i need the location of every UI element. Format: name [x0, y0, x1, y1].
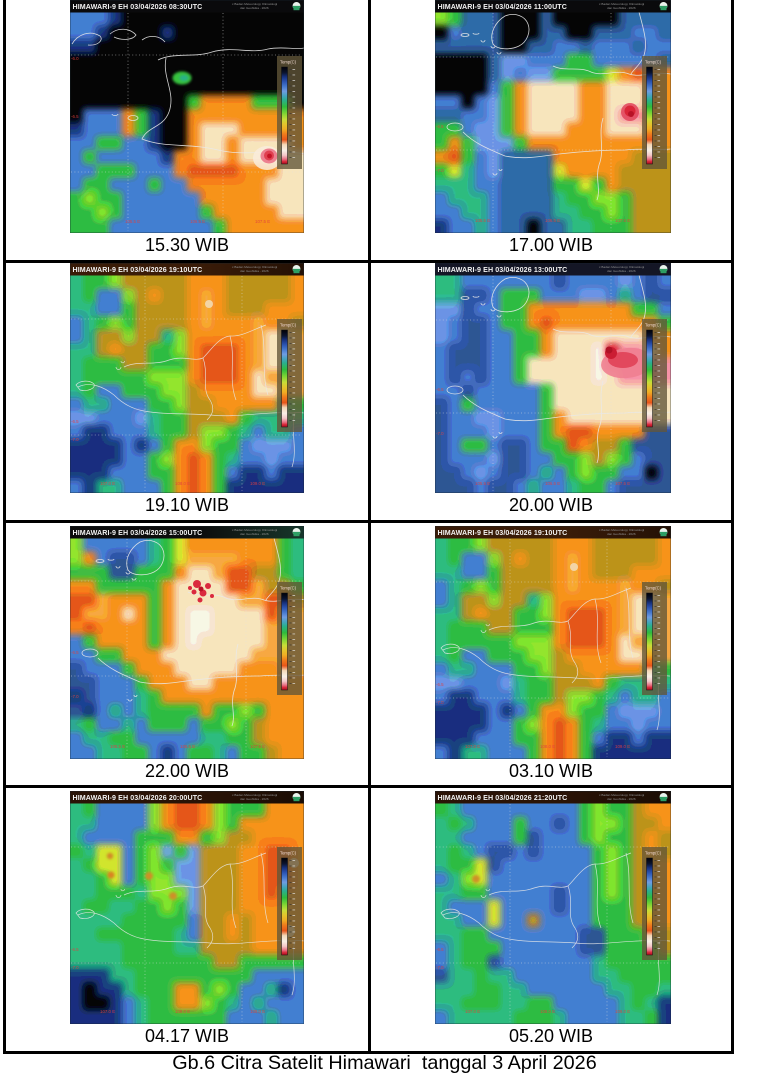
- svg-text:Temp(C): Temp(C): [645, 60, 662, 65]
- svg-text:Temp(C): Temp(C): [280, 60, 297, 65]
- svg-text:105.5 E: 105.5 E: [475, 218, 490, 223]
- svg-text:c Badan Meteorologi, Klimatolo: c Badan Meteorologi, Klimatologi: [232, 793, 278, 797]
- svg-text:-7.0: -7.0: [436, 431, 444, 436]
- svg-text:c Badan Meteorologi, Klimatolo: c Badan Meteorologi, Klimatologi: [232, 528, 278, 532]
- svg-text:105.5 E: 105.5 E: [475, 481, 490, 486]
- svg-text:c Badan Meteorologi, Klimatolo: c Badan Meteorologi, Klimatologi: [599, 265, 645, 269]
- svg-text:106.5 E: 106.5 E: [180, 744, 195, 749]
- svg-text:Temp(C): Temp(C): [280, 586, 297, 591]
- svg-text:107.5 E: 107.5 E: [615, 218, 630, 223]
- svg-text:c Badan Meteorologi, Klimatolo: c Badan Meteorologi, Klimatologi: [599, 793, 645, 797]
- svg-text:HIMAWARI-9 EH 03/04/2026 19:: HIMAWARI-9 EH 03/04/2026 19:10UTC: [438, 529, 568, 537]
- svg-text:108.0 E: 108.0 E: [540, 744, 555, 749]
- svg-text:-7.0: -7.0: [436, 965, 444, 970]
- svg-text:Temp(C): Temp(C): [280, 323, 297, 328]
- svg-text:dan Geofisika - 2026: dan Geofisika - 2026: [240, 532, 269, 536]
- svg-text:HIMAWARI-9 EH 03/04/2026 08:: HIMAWARI-9 EH 03/04/2026 08:30UTC: [73, 3, 203, 11]
- svg-text:HIMAWARI-9 EH 03/04/2026 19:: HIMAWARI-9 EH 03/04/2026 19:10UTC: [73, 266, 203, 274]
- svg-text:Temp(C): Temp(C): [645, 586, 662, 591]
- svg-text:-6.5: -6.5: [71, 947, 79, 952]
- svg-text:-7.0: -7.0: [71, 965, 79, 970]
- svg-text:107.5 E: 107.5 E: [255, 219, 270, 224]
- svg-text:108.0 E: 108.0 E: [175, 1009, 190, 1014]
- svg-text:109.0 E: 109.0 E: [615, 1009, 630, 1014]
- svg-text:dan Geofisika - 2026: dan Geofisika - 2026: [240, 269, 269, 273]
- svg-text:109.0 E: 109.0 E: [250, 1009, 265, 1014]
- svg-text:-6.5: -6.5: [436, 124, 444, 129]
- svg-text:105.5 E: 105.5 E: [110, 744, 125, 749]
- svg-text:106.5 E: 106.5 E: [545, 218, 560, 223]
- svg-text:Temp(C): Temp(C): [280, 851, 297, 856]
- svg-text:109.0 E: 109.0 E: [250, 481, 265, 486]
- svg-text:-6.5: -6.5: [71, 650, 79, 655]
- svg-text:108.0 E: 108.0 E: [540, 1009, 555, 1014]
- svg-text:-7.0: -7.0: [71, 694, 79, 699]
- svg-text:105.5 E: 105.5 E: [125, 219, 140, 224]
- svg-text:108.0 E: 108.0 E: [175, 481, 190, 486]
- svg-text:HIMAWARI-9 EH 03/04/2026 20:: HIMAWARI-9 EH 03/04/2026 20:00UTC: [73, 794, 203, 802]
- svg-text:107.0 E: 107.0 E: [465, 1009, 480, 1014]
- svg-text:dan Geofisika - 2026: dan Geofisika - 2026: [240, 797, 269, 801]
- svg-text:Temp(C): Temp(C): [645, 851, 662, 856]
- svg-text:dan Geofisika - 2026: dan Geofisika - 2026: [607, 797, 636, 801]
- svg-text:107.0 E: 107.0 E: [100, 481, 115, 486]
- svg-text:HIMAWARI-9 EH 03/04/2026 13:: HIMAWARI-9 EH 03/04/2026 13:00UTC: [438, 266, 568, 274]
- svg-text:-6.5: -6.5: [436, 682, 444, 687]
- svg-text:107.5 E: 107.5 E: [250, 744, 265, 749]
- svg-text:HIMAWARI-9 EH 03/04/2026 21:: HIMAWARI-9 EH 03/04/2026 21:20UTC: [438, 794, 568, 802]
- svg-text:-6.5: -6.5: [436, 947, 444, 952]
- svg-text:-6.5: -6.5: [436, 387, 444, 392]
- svg-text:-7.0: -7.0: [71, 437, 79, 442]
- svg-text:HIMAWARI-9 EH 03/04/2026 15:: HIMAWARI-9 EH 03/04/2026 15:00UTC: [73, 529, 203, 537]
- svg-text:c Badan Meteorologi, Klimatolo: c Badan Meteorologi, Klimatologi: [599, 2, 645, 6]
- svg-text:-6.5: -6.5: [71, 114, 79, 119]
- svg-text:-7.0: -7.0: [436, 700, 444, 705]
- svg-text:c Badan Meteorologi, Klimatolo: c Badan Meteorologi, Klimatologi: [232, 265, 278, 269]
- svg-text:-7.0: -7.0: [436, 168, 444, 173]
- svg-text:107.0 E: 107.0 E: [100, 1009, 115, 1014]
- svg-text:Temp(C): Temp(C): [645, 323, 662, 328]
- svg-text:106.5 E: 106.5 E: [545, 481, 560, 486]
- svg-text:109.0 E: 109.0 E: [615, 744, 630, 749]
- svg-text:-6.5: -6.5: [71, 419, 79, 424]
- svg-text:107.5 E: 107.5 E: [615, 481, 630, 486]
- svg-text:c Badan Meteorologi, Klimatolo: c Badan Meteorologi, Klimatologi: [599, 528, 645, 532]
- svg-text:dan Geofisika - 2026: dan Geofisika - 2026: [607, 269, 636, 273]
- svg-text:107.0 E: 107.0 E: [465, 744, 480, 749]
- svg-text:dan Geofisika - 2026: dan Geofisika - 2026: [240, 6, 269, 10]
- svg-text:dan Geofisika - 2026: dan Geofisika - 2026: [607, 532, 636, 536]
- svg-text:106.5 E: 106.5 E: [190, 219, 205, 224]
- svg-text:-6.0: -6.0: [71, 56, 79, 61]
- svg-text:HIMAWARI-9 EH 03/04/2026 11:: HIMAWARI-9 EH 03/04/2026 11:00UTC: [438, 3, 567, 11]
- svg-text:c Badan Meteorologi, Klimatolo: c Badan Meteorologi, Klimatologi: [232, 2, 278, 6]
- svg-text:dan Geofisika - 2026: dan Geofisika - 2026: [607, 6, 636, 10]
